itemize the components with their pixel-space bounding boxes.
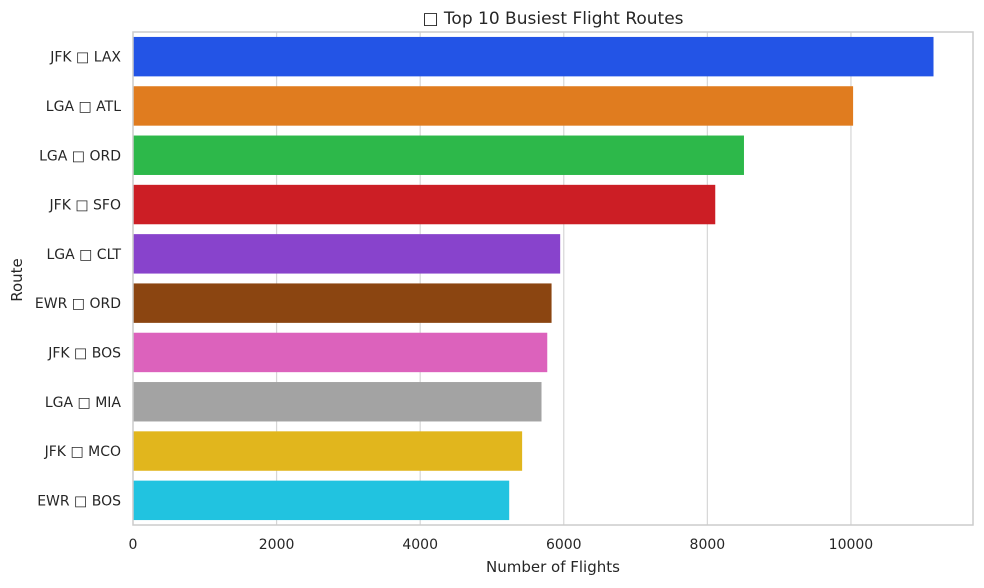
- y-tick-label: LGA □ ORD: [39, 148, 121, 164]
- y-tick-label: JFK □ SFO: [49, 198, 121, 214]
- y-tick-label: JFK □ MCO: [44, 444, 121, 460]
- bar: [133, 283, 552, 323]
- y-tick-labels: JFK □ LAX LGA □ ATL LGA □ ORD JFK □ SFO LGA …: [35, 50, 122, 510]
- y-tick-label: LGA □ CLT: [46, 247, 121, 263]
- chart-title: □ Top 10 Busiest Flight Routes: [422, 9, 683, 29]
- bar: [133, 480, 510, 521]
- bar: [133, 86, 854, 126]
- y-tick-label: EWR □ BOS: [37, 493, 121, 509]
- x-tick-label: 10000: [829, 537, 874, 553]
- y-tick-label: EWR □ ORD: [35, 296, 121, 312]
- x-tick-labels: 0 2000 4000 6000 8000 10000: [129, 537, 874, 553]
- y-axis-label: Route: [8, 258, 26, 302]
- x-tick-label: 8000: [690, 537, 726, 553]
- bar: [133, 382, 542, 422]
- y-tick-label: LGA □ MIA: [45, 395, 122, 411]
- bar: [133, 431, 523, 471]
- y-tick-label: LGA □ ATL: [46, 99, 121, 115]
- y-tick-label: JFK □ BOS: [47, 345, 121, 361]
- x-tick-label: 2000: [259, 537, 295, 553]
- bar: [133, 135, 744, 175]
- x-axis-label: Number of Flights: [486, 558, 620, 576]
- plot-frame: [132, 31, 974, 526]
- bars: [133, 36, 934, 521]
- x-tick-label: 6000: [546, 537, 582, 553]
- x-tick-label: 4000: [402, 537, 438, 553]
- bar: [133, 36, 934, 77]
- x-tick-label: 0: [129, 537, 138, 553]
- bar: [133, 184, 716, 225]
- bar: [133, 234, 561, 274]
- y-tick-label: JFK □ LAX: [49, 50, 121, 66]
- bar: [133, 332, 548, 373]
